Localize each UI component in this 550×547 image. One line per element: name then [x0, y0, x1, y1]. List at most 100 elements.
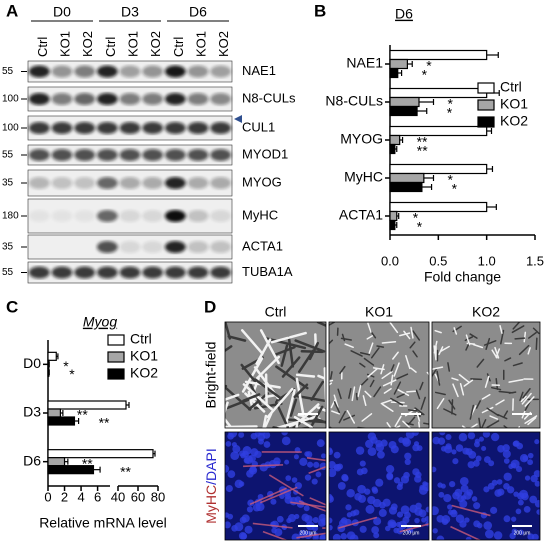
band: [187, 93, 209, 105]
cell: [264, 337, 307, 350]
cell: [329, 379, 334, 383]
legend-label: KO2: [130, 365, 158, 381]
cell: [380, 399, 393, 405]
nucleus: [239, 516, 247, 524]
micrograph: [329, 322, 429, 428]
error-bar: [486, 128, 493, 134]
x-tick-label: 4: [77, 489, 84, 504]
cell: [512, 362, 523, 367]
band: [96, 266, 118, 279]
nucleus: [258, 432, 266, 436]
cell: [373, 386, 382, 398]
band: [210, 149, 232, 161]
cell: [409, 341, 416, 349]
nucleus: [482, 432, 491, 438]
cell: [508, 391, 517, 394]
nucleus: [519, 454, 529, 463]
nucleus: [533, 470, 540, 478]
band: [119, 241, 141, 253]
cell: [298, 403, 320, 423]
cell: [333, 401, 341, 414]
lane-label: Ctrl: [103, 37, 118, 57]
cell: [518, 344, 530, 356]
band: [28, 210, 50, 222]
bar: [389, 210, 398, 222]
nucleus: [333, 451, 341, 459]
x-tick-label: 80: [151, 489, 165, 504]
cell: [399, 332, 411, 337]
cell: [483, 340, 497, 346]
band: [96, 177, 118, 189]
nucleus: [250, 448, 259, 457]
nucleus: [259, 463, 268, 472]
band: [187, 149, 209, 161]
cell: [362, 395, 367, 407]
legend-swatch: [107, 351, 125, 363]
nucleus: [227, 470, 236, 479]
cell: [410, 326, 414, 339]
cell: [338, 410, 347, 424]
myotube: [451, 504, 491, 517]
bar: [389, 134, 401, 146]
myotube: [298, 500, 326, 512]
nucleus: [230, 451, 240, 461]
nucleus: [397, 481, 404, 487]
cell: [452, 383, 459, 398]
mw-marker: 100: [2, 123, 19, 134]
column-label: KO1: [365, 304, 393, 320]
nucleus: [425, 506, 429, 513]
nucleus: [373, 532, 380, 539]
bar: [389, 67, 399, 79]
cell: [521, 392, 532, 405]
myotube: [309, 497, 326, 506]
cell: [434, 391, 446, 396]
mw-marker: 100: [2, 94, 19, 105]
nucleus: [281, 432, 288, 436]
cell: [386, 422, 392, 428]
myotube: [338, 516, 378, 529]
cell: [394, 425, 401, 428]
cell: [499, 324, 503, 334]
nucleus: [287, 514, 297, 523]
cell: [495, 399, 505, 406]
nucleus: [484, 529, 494, 539]
cell: [310, 380, 325, 401]
nucleus: [238, 481, 245, 487]
nucleus: [349, 534, 359, 540]
cell: [464, 336, 474, 342]
cell: [405, 354, 411, 370]
cell: [240, 363, 258, 385]
nucleus: [263, 441, 271, 448]
cell: [316, 322, 326, 328]
significance: *: [452, 181, 458, 197]
error-bar: [126, 402, 130, 408]
nucleus: [365, 504, 375, 514]
blot-label: TUBA1A: [242, 264, 293, 279]
nucleus: [329, 448, 334, 456]
cell: [253, 378, 283, 401]
blot-label: N8-CULs: [242, 90, 296, 105]
band: [96, 241, 118, 253]
bar: [389, 219, 396, 231]
band: [74, 149, 96, 161]
chart-title: D6: [395, 6, 413, 22]
mw-marker: 55: [2, 267, 14, 278]
band: [74, 177, 96, 189]
nucleus: [225, 512, 230, 518]
band: [187, 122, 209, 134]
nucleus: [404, 452, 412, 460]
cell: [486, 407, 500, 417]
x-tick-label: 1.5: [526, 253, 544, 268]
nucleus: [225, 440, 232, 447]
bar: [389, 49, 488, 61]
cell: [376, 345, 385, 348]
cell: [423, 422, 429, 425]
cell: [225, 425, 258, 428]
cell: [394, 415, 402, 427]
nucleus: [416, 445, 423, 452]
legend-swatch: [477, 116, 495, 128]
nucleus: [497, 445, 505, 453]
significance: *: [422, 67, 428, 83]
y-tick-label: MYOG: [340, 131, 383, 147]
nucleus: [422, 482, 429, 492]
